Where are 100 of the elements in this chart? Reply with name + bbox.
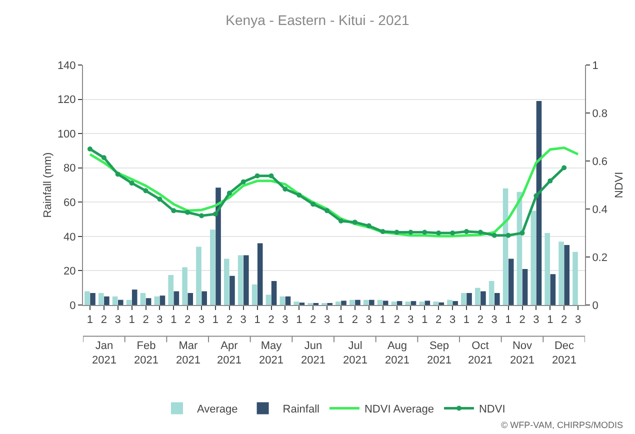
text: Jun 2021	[301, 340, 326, 366]
bar	[174, 291, 180, 305]
text: Nov 2021	[510, 340, 534, 366]
point	[212, 212, 218, 217]
bar	[104, 296, 110, 305]
bar	[257, 243, 263, 305]
x-tick-label: 2	[394, 314, 400, 326]
bar	[438, 302, 444, 305]
point	[464, 229, 469, 234]
x-tick-label: 2	[142, 314, 149, 326]
x-tick-label: 2	[268, 314, 274, 326]
bar	[341, 300, 346, 305]
text: Oct 2021	[468, 340, 492, 366]
x-tick-label: 3	[240, 314, 246, 326]
bar	[252, 284, 258, 305]
x-tick-label: 2	[184, 314, 191, 326]
text: Dec 2021	[552, 340, 576, 366]
point	[436, 230, 442, 236]
x-tick-label: 1	[212, 314, 219, 326]
point	[282, 186, 288, 192]
bar	[550, 274, 556, 305]
point	[338, 218, 344, 224]
bar	[210, 230, 216, 305]
point	[548, 178, 553, 184]
x-tick-label: 3	[408, 314, 414, 326]
legend-label: Rainfall	[282, 403, 320, 416]
x-tick-label: 3	[491, 314, 498, 326]
x-tick-label: 1	[547, 314, 554, 326]
text: Feb 2021	[134, 340, 158, 366]
bar	[182, 267, 188, 305]
x-tick-label: 1	[296, 314, 302, 326]
bar	[146, 298, 152, 305]
point	[450, 230, 456, 236]
y2-axis-title: NDVI	[614, 172, 626, 198]
point	[254, 173, 260, 178]
bar	[508, 258, 514, 305]
y-tick-label: 0	[70, 300, 76, 312]
x-tick-label: 2	[477, 314, 484, 326]
point	[520, 230, 525, 236]
x-tick-label: 2	[226, 314, 232, 326]
y2-tick-label: 0	[592, 300, 598, 312]
bar	[285, 296, 291, 305]
y2-tick-label: 0.2	[592, 252, 608, 264]
bar	[140, 293, 146, 305]
bar	[112, 296, 118, 305]
point	[366, 223, 372, 228]
x-tick-label: 3	[114, 314, 121, 326]
y-tick-label: 80	[64, 162, 76, 175]
point	[324, 208, 330, 214]
bar	[266, 294, 272, 305]
x-tick-label: 3	[366, 314, 372, 326]
x-tick-label: 3	[198, 314, 205, 326]
bar	[230, 276, 235, 305]
bar	[369, 300, 374, 305]
x-tick-label: 3	[574, 314, 582, 326]
bar	[118, 300, 124, 305]
x-tick-label: 1	[505, 314, 512, 326]
point	[143, 188, 148, 194]
bar	[224, 258, 230, 305]
x-tick-label: 1	[422, 314, 428, 326]
text: © WFP-VAM, CHIRPS/MODIS	[501, 420, 623, 430]
x-tick-label: 3	[156, 314, 163, 326]
bar	[238, 255, 244, 305]
point	[240, 179, 246, 184]
point	[185, 210, 190, 215]
text: Jul 2021	[343, 340, 368, 366]
bar	[363, 300, 369, 305]
point	[562, 165, 567, 170]
x-tick-label: 1	[338, 314, 344, 326]
x-tick-label: 2	[519, 314, 526, 326]
bar	[196, 246, 202, 305]
y-tick-label: 120	[57, 94, 76, 106]
point	[506, 232, 511, 238]
bar	[132, 290, 138, 305]
text: Jan 2021	[92, 340, 116, 366]
x-tick-label: 2	[436, 314, 442, 326]
x-tick-label: 1	[86, 314, 94, 326]
y2-tick-label: 0.6	[592, 156, 608, 168]
bar	[522, 269, 528, 305]
point	[380, 229, 386, 234]
bar	[494, 293, 500, 305]
bar	[558, 242, 564, 305]
point	[534, 193, 539, 198]
x-tick-label: 1	[463, 314, 470, 326]
point	[226, 190, 232, 196]
bar	[126, 300, 132, 305]
y-tick-label: 100	[57, 128, 76, 140]
y-tick-label: 140	[57, 60, 76, 72]
point	[310, 202, 316, 207]
bar	[396, 301, 402, 305]
point	[268, 173, 274, 178]
text: Mar 2021	[176, 340, 200, 366]
text: Aug 2021	[385, 340, 410, 366]
x-tick-label: 2	[100, 314, 107, 326]
point	[422, 230, 428, 235]
chart-title: Kenya - Eastern - Kitui - 2021	[226, 12, 410, 28]
y2-tick-label: 0.8	[592, 108, 608, 120]
bar	[419, 302, 424, 305]
bar	[188, 293, 194, 305]
text: May 2021	[259, 340, 284, 366]
